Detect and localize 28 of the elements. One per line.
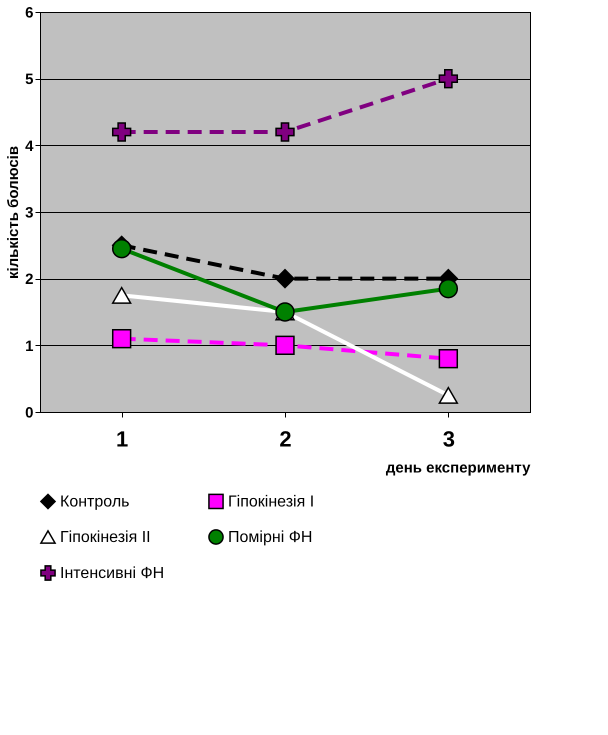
point	[438, 68, 458, 88]
x-tick-label: 3	[442, 426, 455, 452]
legend-label: Контроль	[60, 493, 130, 510]
y-tick-label: 0	[25, 404, 34, 422]
y-tick-label: 6	[25, 4, 34, 22]
y-tick-label: 4	[25, 138, 34, 155]
point	[438, 278, 458, 298]
point	[438, 348, 458, 368]
x-tick-label: 1	[116, 426, 128, 452]
point	[112, 328, 132, 348]
point	[275, 122, 295, 142]
legend-label: Гіпокінезія I	[228, 493, 314, 510]
y-tick-label: 5	[25, 71, 34, 88]
point	[112, 286, 132, 304]
y-tick-label: 1	[25, 338, 34, 355]
legend-label: Гіпокінезія II	[60, 529, 151, 546]
point	[275, 336, 295, 356]
point	[438, 386, 458, 404]
y-tick-label: 3	[25, 204, 34, 222]
x-axis-title: день експерименту	[386, 460, 532, 476]
y-tick-label: 2	[25, 271, 34, 288]
point	[112, 238, 132, 258]
point	[112, 122, 132, 142]
point	[275, 268, 295, 288]
y-axis-title: кількість болюсів	[5, 146, 22, 280]
legend-label: Помірні ФН	[228, 529, 312, 546]
x-tick-label: 2	[279, 426, 292, 452]
legend-label: Інтенсивні ФН	[60, 565, 164, 582]
